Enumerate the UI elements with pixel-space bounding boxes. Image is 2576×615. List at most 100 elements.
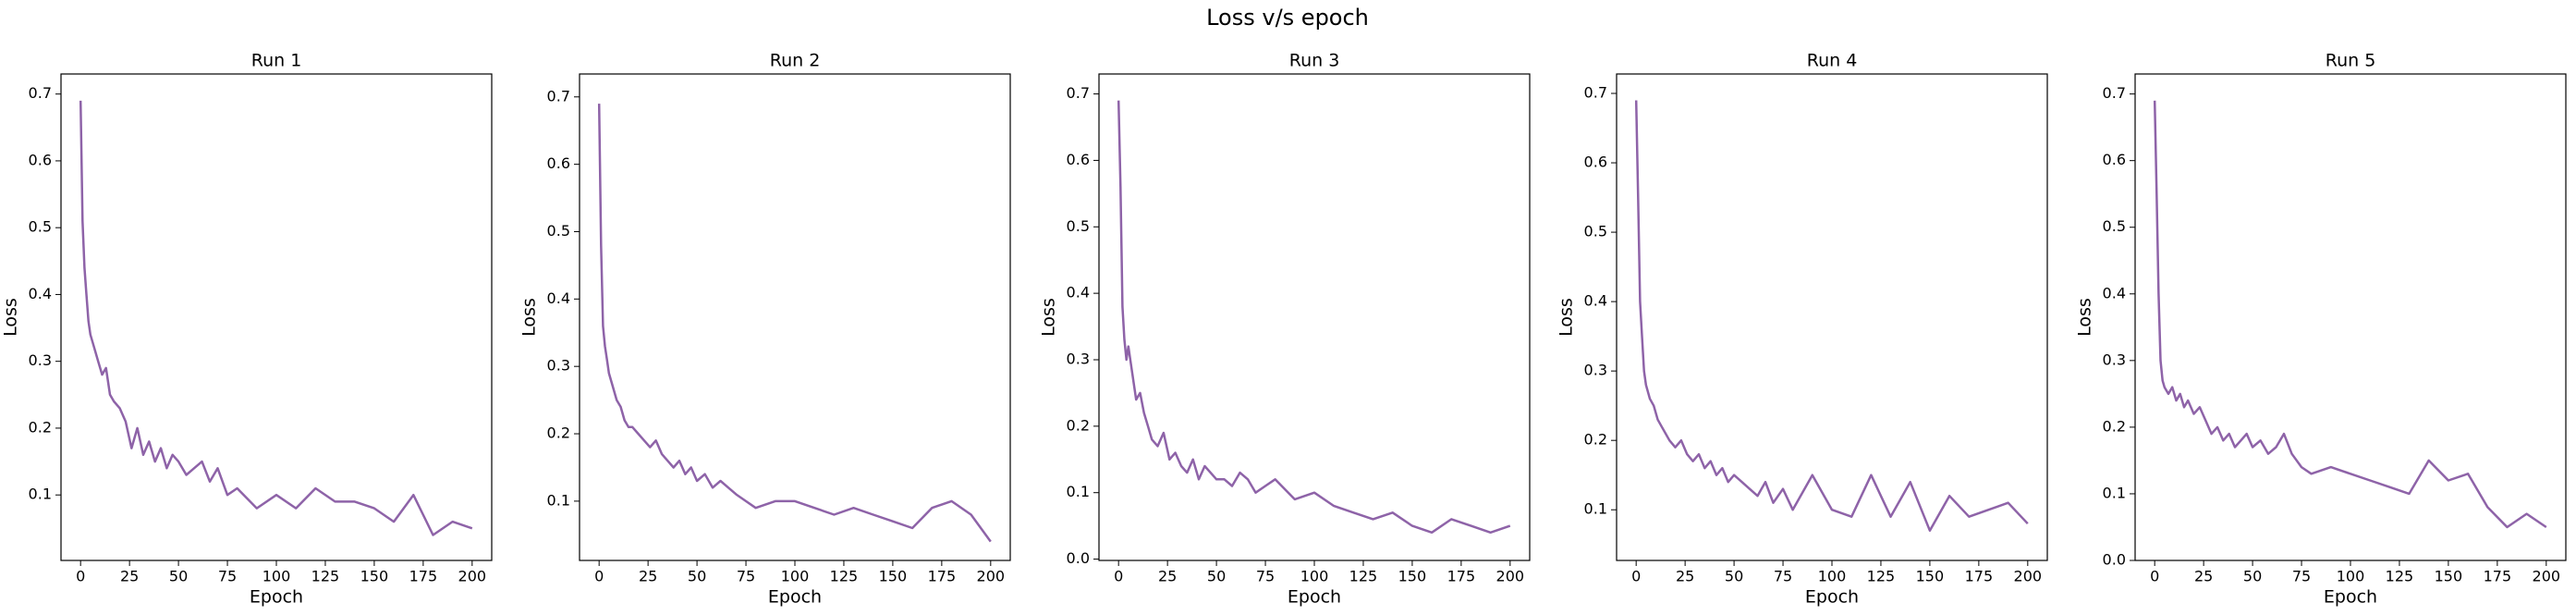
subplot-title: Run 3 — [1289, 51, 1340, 71]
y-axis-label: Loss — [1557, 298, 1577, 337]
x-tick-label: 0 — [2150, 568, 2159, 585]
y-tick-label: 0.3 — [547, 357, 570, 375]
x-tick-label: 200 — [458, 568, 487, 585]
y-tick-label: 0.2 — [2103, 417, 2126, 435]
x-tick-label: 100 — [781, 568, 810, 585]
y-tick-label: 0.5 — [1584, 223, 1607, 240]
x-axis-label: Epoch — [250, 587, 303, 608]
y-tick-label: 0.3 — [2103, 351, 2126, 368]
x-tick-label: 50 — [2243, 568, 2262, 585]
x-tick-label: 50 — [1725, 568, 1743, 585]
x-tick-label: 200 — [2014, 568, 2043, 585]
x-tick-label: 50 — [169, 568, 188, 585]
y-tick-label: 0.6 — [1584, 154, 1607, 171]
axes-frame — [60, 73, 493, 561]
y-tick-label: 0.6 — [547, 154, 570, 172]
x-tick-label: 75 — [218, 568, 237, 585]
y-tick-label: 0.5 — [547, 222, 570, 240]
x-axis-label: Epoch — [768, 587, 822, 608]
y-tick-label: 0.2 — [547, 424, 570, 442]
x-tick-label: 125 — [830, 568, 859, 585]
loss-line — [1634, 100, 2029, 532]
y-tick-label: 0.6 — [1067, 151, 1090, 168]
y-tick-label: 0.3 — [1067, 350, 1090, 367]
x-tick-label: 100 — [262, 568, 291, 585]
y-tick-label: 0.5 — [1067, 217, 1090, 235]
x-tick-label: 0 — [594, 568, 604, 585]
x-tick-label: 175 — [2484, 568, 2512, 585]
x-tick-label: 175 — [1447, 568, 1476, 585]
axes-frame — [1098, 73, 1531, 561]
x-tick-label: 25 — [120, 568, 139, 585]
y-tick-label: 0.1 — [547, 491, 570, 509]
y-tick-label: 0.5 — [29, 218, 52, 236]
x-tick-label: 150 — [2435, 568, 2463, 585]
subplot-title: Run 1 — [251, 51, 302, 71]
x-tick-label: 75 — [1256, 568, 1275, 585]
y-tick-label: 0.4 — [1067, 284, 1090, 301]
y-tick-label: 0.4 — [547, 289, 570, 307]
x-tick-label: 75 — [737, 568, 755, 585]
y-axis-label: Loss — [1039, 298, 1059, 337]
x-tick-label: 100 — [2337, 568, 2365, 585]
y-tick-label: 0.1 — [2103, 484, 2126, 501]
x-tick-label: 175 — [1965, 568, 1994, 585]
x-tick-label: 125 — [1867, 568, 1896, 585]
y-tick-label: 0.4 — [2103, 284, 2126, 301]
x-tick-label: 150 — [1398, 568, 1427, 585]
x-tick-label: 125 — [2386, 568, 2414, 585]
y-tick-label: 0.7 — [1067, 84, 1090, 102]
x-tick-label: 200 — [2533, 568, 2561, 585]
y-tick-label: 0.2 — [1067, 416, 1090, 434]
y-tick-label: 0.7 — [29, 84, 52, 102]
x-axis-label: Epoch — [1805, 587, 1859, 608]
x-tick-label: 150 — [360, 568, 389, 585]
x-tick-label: 175 — [928, 568, 957, 585]
loss-line — [597, 104, 992, 543]
x-tick-label: 25 — [2194, 568, 2213, 585]
x-tick-label: 75 — [1774, 568, 1792, 585]
y-tick-label: 0.3 — [1584, 362, 1607, 379]
x-tick-label: 200 — [1496, 568, 1525, 585]
x-tick-label: 50 — [1207, 568, 1226, 585]
axes-frame — [1616, 73, 2048, 561]
y-tick-label: 0.7 — [1584, 84, 1607, 102]
y-tick-label: 0.0 — [2103, 551, 2126, 569]
x-tick-label: 200 — [977, 568, 1006, 585]
y-axis-label: Loss — [2075, 298, 2095, 337]
x-tick-label: 25 — [1676, 568, 1694, 585]
loss-line — [79, 100, 473, 536]
x-tick-label: 125 — [1349, 568, 1378, 585]
x-axis-label: Epoch — [1288, 587, 1341, 608]
x-tick-label: 50 — [688, 568, 706, 585]
subplot-title: Run 4 — [1807, 51, 1858, 71]
y-tick-label: 0.1 — [1067, 483, 1090, 500]
x-tick-label: 125 — [311, 568, 340, 585]
y-tick-label: 0.3 — [29, 351, 52, 369]
x-tick-label: 75 — [2292, 568, 2311, 585]
y-tick-label: 0.6 — [2103, 151, 2126, 168]
y-tick-label: 0.7 — [547, 87, 570, 105]
x-tick-label: 25 — [639, 568, 657, 585]
y-tick-label: 0.1 — [29, 486, 52, 503]
x-tick-label: 150 — [879, 568, 908, 585]
y-tick-label: 0.6 — [29, 151, 52, 168]
loss-line — [2153, 100, 2547, 529]
x-tick-label: 0 — [1114, 568, 1123, 585]
y-tick-label: 0.0 — [1067, 549, 1090, 567]
y-tick-label: 0.4 — [1584, 292, 1607, 310]
y-tick-label: 0.2 — [29, 418, 52, 436]
loss-line — [1117, 100, 1511, 535]
x-tick-label: 150 — [1916, 568, 1945, 585]
y-tick-label: 0.7 — [2103, 84, 2126, 102]
y-tick-label: 0.4 — [29, 285, 52, 302]
x-axis-label: Epoch — [2324, 587, 2377, 608]
subplot-title: Run 5 — [2326, 51, 2376, 71]
y-tick-label: 0.1 — [1584, 500, 1607, 518]
axes-frame — [579, 73, 1011, 561]
x-tick-label: 25 — [1158, 568, 1177, 585]
x-tick-label: 100 — [1818, 568, 1847, 585]
y-tick-label: 0.2 — [1584, 431, 1607, 449]
